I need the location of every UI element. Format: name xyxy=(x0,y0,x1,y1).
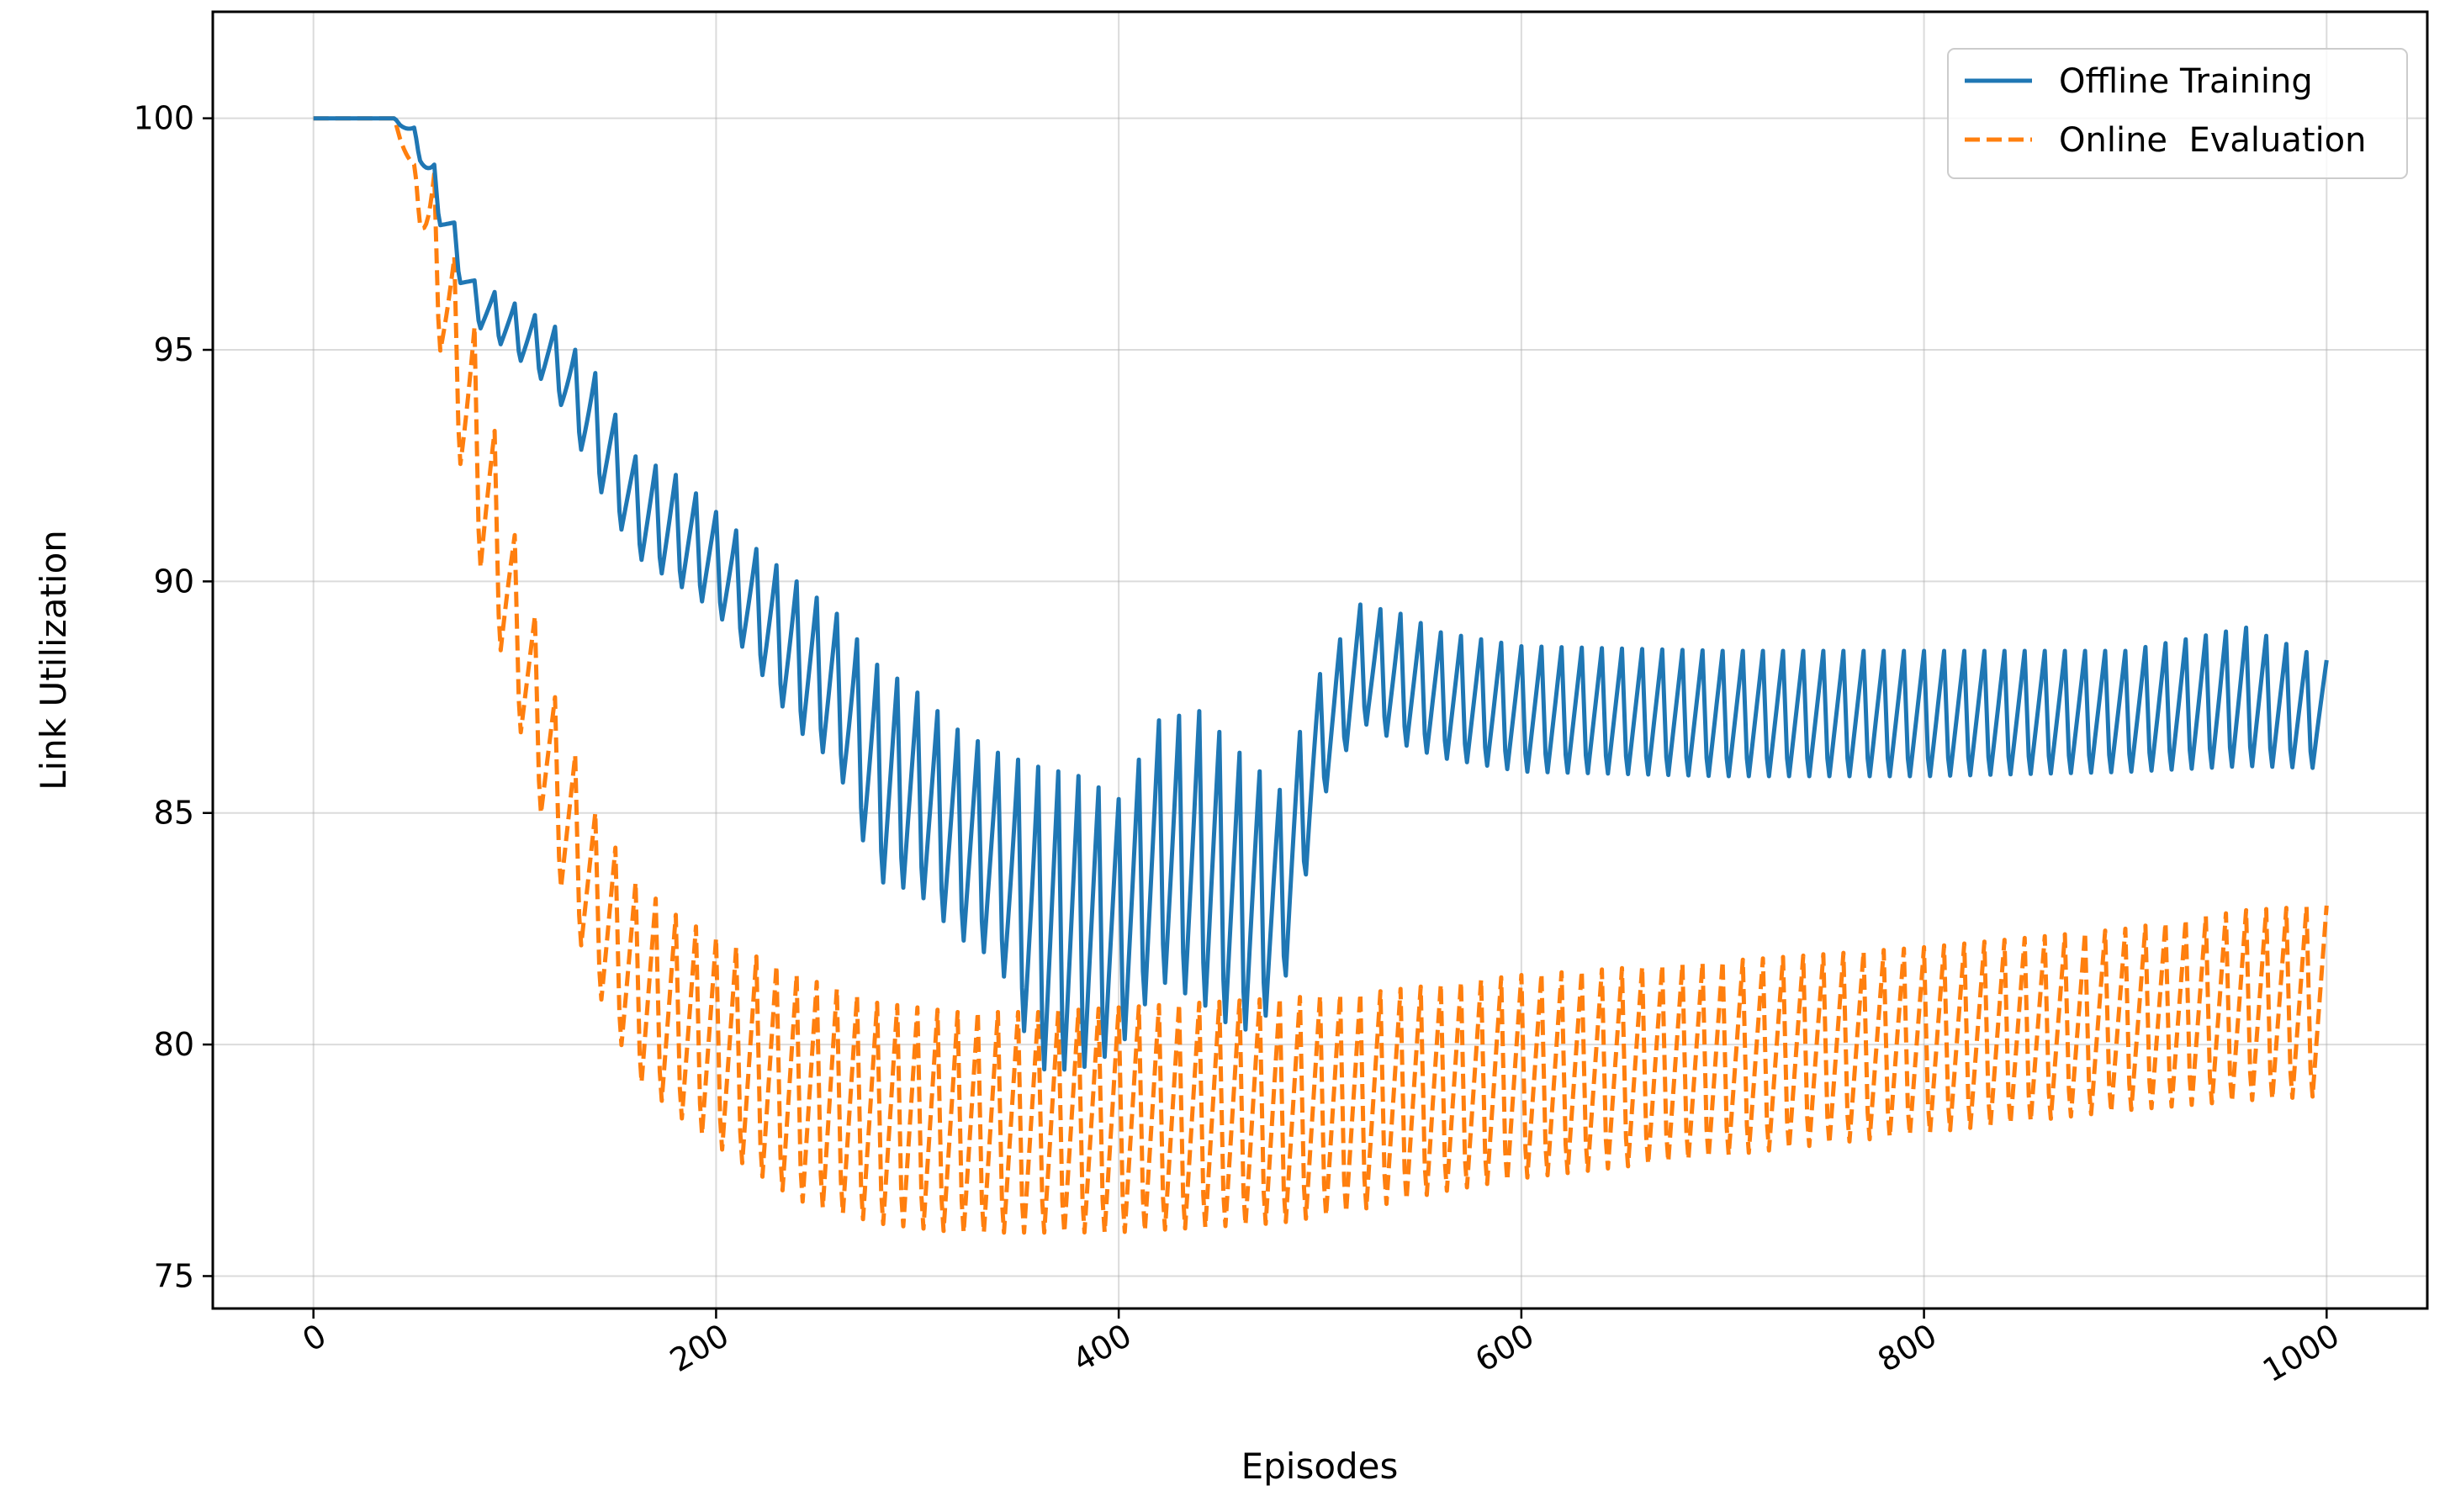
y-axis-title: Link Utilization xyxy=(33,530,74,790)
series-layer xyxy=(313,116,2329,1235)
y-tick-label: 75 xyxy=(154,1257,194,1294)
legend-box xyxy=(1947,48,2408,179)
y-tick-label: 100 xyxy=(133,100,194,137)
legend-label-online-evaluation: Online Evaluation xyxy=(2059,121,2367,160)
y-tick-label: 90 xyxy=(154,563,194,600)
y-tick-label: 85 xyxy=(154,795,194,832)
y-tick-label: 80 xyxy=(154,1026,194,1063)
legend: Offline Training Online Evaluation xyxy=(1947,48,2408,179)
y-tick-label: 95 xyxy=(154,331,194,368)
series-line-online-evaluation xyxy=(313,116,2329,1235)
series-line-offline-training xyxy=(313,116,2329,1072)
x-axis-title: Episodes xyxy=(1241,1446,1399,1487)
plot-area-frame xyxy=(211,10,2429,1310)
legend-label-offline-training: Offline Training xyxy=(2059,62,2313,101)
